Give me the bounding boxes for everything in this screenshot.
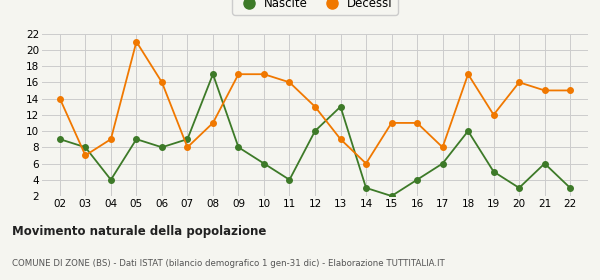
Text: COMUNE DI ZONE (BS) - Dati ISTAT (bilancio demografico 1 gen-31 dic) - Elaborazi: COMUNE DI ZONE (BS) - Dati ISTAT (bilanc… (12, 259, 445, 268)
Legend: Nascite, Decessi: Nascite, Decessi (232, 0, 398, 15)
Text: Movimento naturale della popolazione: Movimento naturale della popolazione (12, 225, 266, 238)
